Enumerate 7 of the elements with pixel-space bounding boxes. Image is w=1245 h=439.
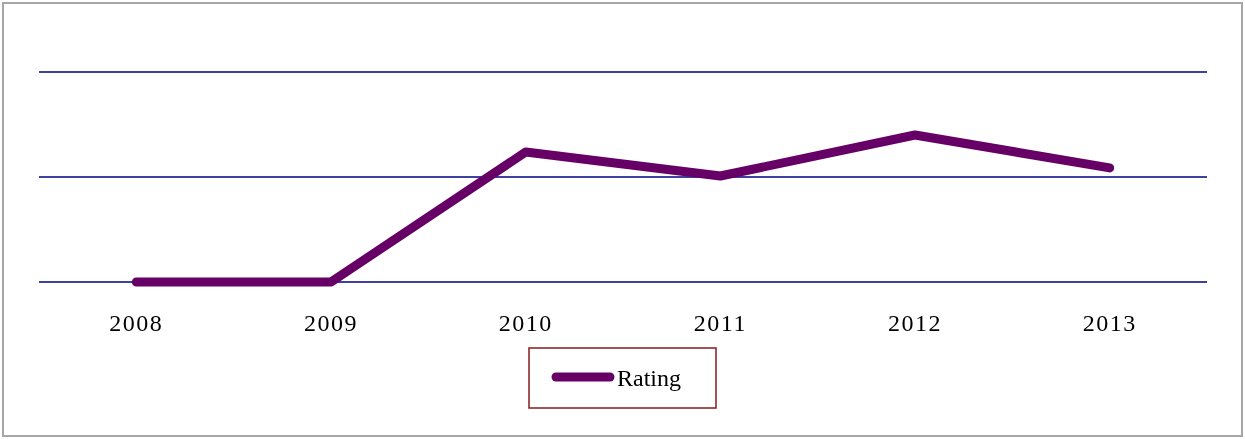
x-tick-label: 2008 bbox=[109, 310, 164, 336]
x-tick-label: 2009 bbox=[304, 310, 358, 336]
legend-label: Rating bbox=[617, 365, 681, 391]
x-tick-label: 2011 bbox=[693, 310, 747, 336]
x-tick-label: 2013 bbox=[1082, 310, 1137, 336]
x-tick-label: 2010 bbox=[498, 310, 553, 336]
x-tick-label: 2012 bbox=[888, 310, 942, 336]
